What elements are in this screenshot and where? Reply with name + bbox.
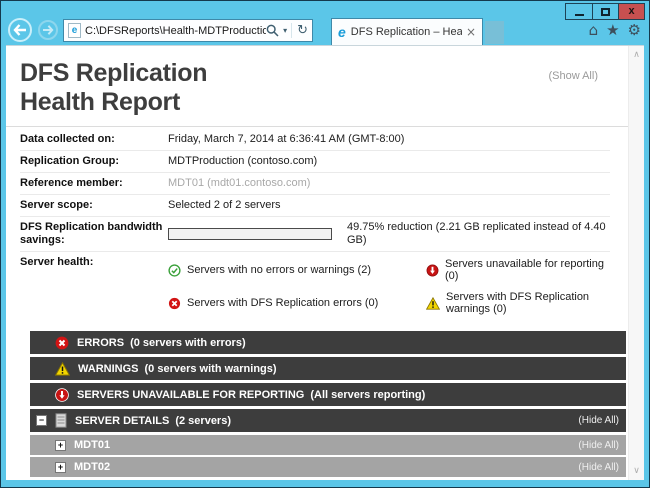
section-title: SERVER DETAILS xyxy=(75,414,170,427)
show-all-link[interactable]: (Show All) xyxy=(548,70,598,82)
address-url: C:\DFSReports\Health-MDTProduction-07Ma xyxy=(85,24,266,37)
info-label: Server health: xyxy=(20,256,94,268)
unavailable-icon xyxy=(55,387,69,402)
scroll-down-icon[interactable]: ∨ xyxy=(633,466,640,476)
info-value: MDT01 (mdt01.contoso.com) xyxy=(168,177,311,189)
browser-tab[interactable]: e DFS Replication – Health Re... × xyxy=(331,18,483,45)
unavailable-icon xyxy=(426,264,439,277)
maximize-icon xyxy=(601,7,610,16)
minimize-button[interactable] xyxy=(566,4,592,19)
maximize-button[interactable] xyxy=(592,4,618,19)
info-label: DFS Replication bandwidth savings: xyxy=(20,221,163,246)
info-label: Reference member: xyxy=(20,177,123,189)
minimize-icon xyxy=(574,13,584,16)
info-value: MDTProduction (contoso.com) xyxy=(168,155,318,167)
health-item-errors: Servers with DFS Replication errors (0) xyxy=(168,291,426,315)
browser-toolbar: e C:\DFSReports\Health-MDTProduction-07M… xyxy=(1,17,649,45)
info-label: Data collected on: xyxy=(20,133,115,145)
close-icon: x xyxy=(628,5,635,17)
ok-icon xyxy=(168,263,181,277)
hide-all-link[interactable]: (Hide All) xyxy=(578,415,619,426)
server-name: MDT01 xyxy=(74,439,111,451)
info-row-server-scope: Server scope: Selected 2 of 2 servers xyxy=(20,195,610,217)
info-row-reference-member: Reference member: MDT01 (mdt01.contoso.c… xyxy=(20,173,610,195)
server-row-mdt02[interactable]: + MDT02 (Hide All) xyxy=(30,457,626,477)
health-item-warnings: Servers with DFS Replication warnings (0… xyxy=(426,291,610,315)
server-icon xyxy=(55,413,67,428)
expand-toggle[interactable]: + xyxy=(55,439,66,451)
forward-arrow-icon xyxy=(42,25,54,35)
section-errors[interactable]: ERRORS (0 servers with errors) xyxy=(30,331,626,354)
back-arrow-icon xyxy=(13,24,27,36)
tab-title: DFS Replication – Health Re... xyxy=(350,26,462,38)
report-page: DFS Replication Health Report (Show All)… xyxy=(6,46,628,480)
address-dropdown-caret-icon[interactable]: ▾ xyxy=(283,26,288,35)
error-icon xyxy=(168,297,181,310)
home-icon[interactable]: ⌂ xyxy=(588,21,599,39)
section-warnings[interactable]: WARNINGS (0 servers with warnings) xyxy=(30,357,626,380)
hide-all-link[interactable]: (Hide All) xyxy=(578,461,619,473)
warning-icon xyxy=(426,296,440,310)
back-button[interactable] xyxy=(8,18,32,42)
refresh-icon[interactable]: ↻ xyxy=(291,23,308,38)
section-title: ERRORS xyxy=(77,336,125,349)
info-label: Replication Group: xyxy=(20,155,119,167)
close-button[interactable]: x xyxy=(618,4,644,19)
section-servers-unavailable[interactable]: SERVERS UNAVAILABLE FOR REPORTING (All s… xyxy=(30,383,626,406)
forward-button[interactable] xyxy=(38,20,58,40)
section-title: WARNINGS xyxy=(78,362,139,375)
scroll-up-icon[interactable]: ∧ xyxy=(633,50,640,60)
health-item-unavailable: Servers unavailable for reporting (0) xyxy=(426,258,610,282)
info-row-data-collected: Data collected on: Friday, March 7, 2014… xyxy=(20,129,610,151)
hide-all-link[interactable]: (Hide All) xyxy=(578,439,619,451)
info-row-bandwidth: DFS Replication bandwidth savings: 49.75… xyxy=(20,217,610,252)
info-row-replication-group: Replication Group: MDTProduction (contos… xyxy=(20,151,610,173)
info-value: Selected 2 of 2 servers xyxy=(168,199,281,211)
content-area: ∧ ∨ DFS Replication Health Report (Show … xyxy=(6,45,644,480)
scrollbar[interactable]: ∧ ∨ xyxy=(628,46,644,480)
bandwidth-progress-bar xyxy=(168,228,332,240)
bandwidth-text: 49.75% reduction (2.21 GB replicated ins… xyxy=(347,221,606,246)
section-server-details[interactable]: − SERVER DETAILS (2 servers) (Hide All) xyxy=(30,409,626,432)
address-bar[interactable]: e C:\DFSReports\Health-MDTProduction-07M… xyxy=(63,19,313,42)
section-detail: (0 servers with errors) xyxy=(130,336,246,349)
info-label: Server scope: xyxy=(20,199,93,211)
ie-logo-icon: e xyxy=(338,24,346,40)
report-sections: ERRORS (0 servers with errors) WARNINGS … xyxy=(30,331,626,477)
section-detail: (All servers reporting) xyxy=(310,388,426,401)
warning-icon xyxy=(55,361,70,376)
search-icon[interactable] xyxy=(266,24,279,37)
window-controls: x xyxy=(565,3,645,20)
page-title: DFS Replication Health Report xyxy=(20,59,208,116)
section-title: SERVERS UNAVAILABLE FOR REPORTING xyxy=(77,388,305,401)
settings-gear-icon[interactable]: ⚙ xyxy=(627,21,641,39)
section-detail: (2 servers) xyxy=(175,414,231,427)
report-summary-table: Data collected on: Friday, March 7, 2014… xyxy=(20,129,610,321)
health-item-ok: Servers with no errors or warnings (2) xyxy=(168,258,426,282)
info-row-server-health: Server health: Servers with no errors or… xyxy=(20,252,610,321)
server-name: MDT02 xyxy=(74,461,111,473)
toolbar-right-icons: ⌂ ★ ⚙ xyxy=(589,21,641,39)
server-row-mdt01[interactable]: + MDT01 (Hide All) xyxy=(30,435,626,455)
server-health-grid: Servers with no errors or warnings (2) S… xyxy=(168,256,610,317)
new-tab-button[interactable] xyxy=(485,21,504,44)
expand-toggle[interactable]: + xyxy=(55,461,66,473)
collapse-toggle[interactable]: − xyxy=(36,415,47,426)
error-icon xyxy=(55,336,69,350)
report-header: DFS Replication Health Report (Show All) xyxy=(6,46,628,127)
favorites-star-icon[interactable]: ★ xyxy=(606,21,620,39)
section-detail: (0 servers with warnings) xyxy=(144,362,277,375)
info-value: Friday, March 7, 2014 at 6:36:41 AM (GMT… xyxy=(168,133,405,145)
page-icon: e xyxy=(68,23,81,38)
tab-close-icon[interactable]: × xyxy=(465,25,476,39)
bandwidth-value: 49.75% reduction (2.21 GB replicated ins… xyxy=(168,221,610,247)
